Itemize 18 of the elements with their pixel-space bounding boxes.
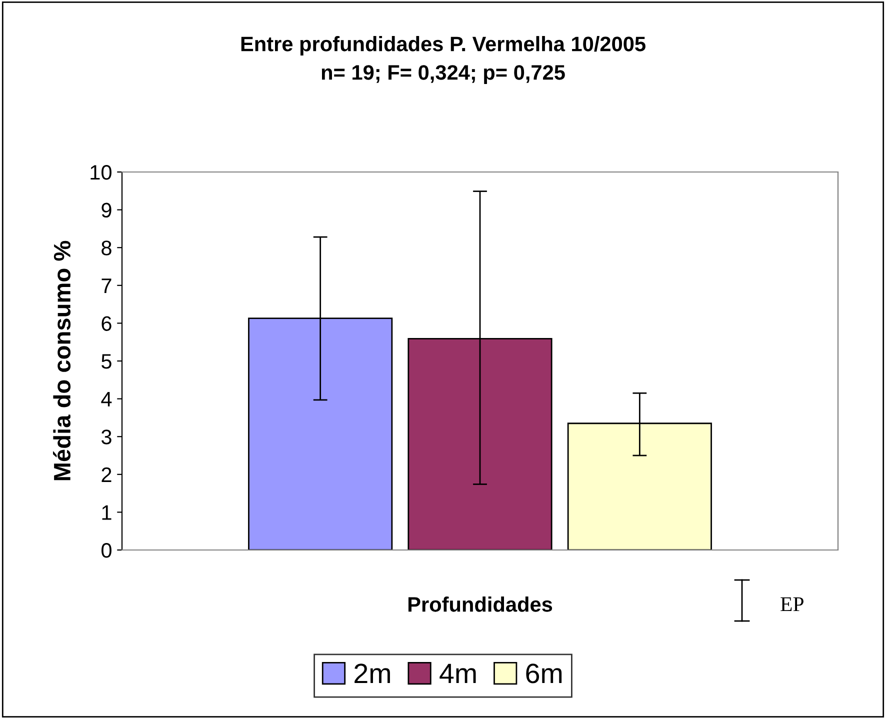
- y-tick-label: 7: [102, 278, 112, 293]
- y-tick-label: 0: [102, 543, 112, 558]
- y-tick-label: 8: [102, 240, 112, 256]
- y-tick-label: 3: [101, 430, 112, 444]
- legend-label: 2m: [354, 664, 390, 684]
- y-tick-label: 6: [102, 316, 112, 331]
- y-axis-title: Média do consumo %: [53, 240, 71, 480]
- legend-label: 4m: [440, 664, 476, 684]
- y-tick-label: 10: [90, 165, 112, 180]
- y-tick-label: 9: [102, 202, 112, 218]
- y-tick-label: 1: [102, 505, 112, 520]
- legend-label: 6m: [526, 664, 562, 684]
- y-tick-label: 5: [102, 354, 112, 369]
- chart-title: Entre profundidades P. Vermelha 10/2005 n= 19; F= 0,324; p= 0,725: [241, 36, 646, 84]
- x-axis-title: Profundidades: [408, 596, 552, 612]
- y-tick-label: 2: [102, 467, 112, 482]
- y-tick-label: 4: [101, 392, 112, 406]
- text: EP: [780, 597, 804, 612]
